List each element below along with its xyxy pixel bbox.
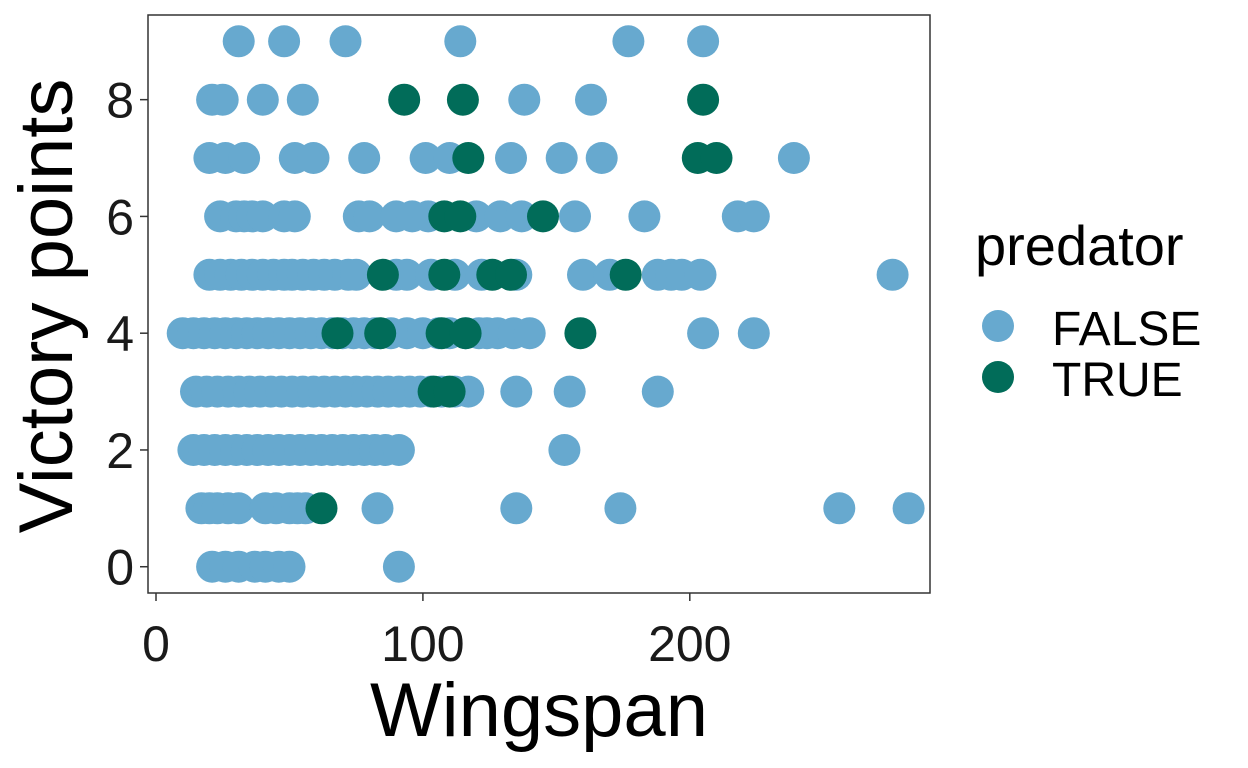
point-false bbox=[297, 142, 330, 174]
point-true bbox=[609, 258, 642, 291]
point-false bbox=[575, 83, 607, 116]
point-true bbox=[495, 258, 527, 291]
point-true bbox=[428, 258, 461, 291]
point-false bbox=[684, 258, 717, 291]
point-false bbox=[628, 200, 661, 233]
legend-key-false bbox=[982, 310, 1014, 342]
point-false bbox=[500, 375, 533, 408]
point-false bbox=[246, 83, 279, 116]
point-false bbox=[382, 550, 415, 583]
point-false bbox=[206, 83, 239, 116]
y-tick-label: 2 bbox=[106, 423, 134, 479]
point-false bbox=[513, 317, 546, 350]
point-false bbox=[268, 25, 301, 58]
x-tick-label: 0 bbox=[142, 616, 170, 672]
y-axis-title: Victory points bbox=[4, 79, 89, 534]
y-tick-label: 0 bbox=[106, 540, 134, 596]
legend-label-true: TRUE bbox=[1052, 354, 1183, 407]
point-false bbox=[612, 25, 645, 58]
x-axis: 0 100 200 bbox=[142, 593, 732, 672]
x-tick-label: 100 bbox=[381, 616, 464, 672]
point-false bbox=[495, 142, 527, 174]
point-false bbox=[737, 200, 770, 233]
point-false bbox=[585, 142, 618, 174]
point-false bbox=[286, 83, 319, 116]
y-tick-label: 8 bbox=[106, 73, 134, 129]
legend-title: predator bbox=[975, 214, 1184, 277]
point-false bbox=[508, 83, 541, 116]
point-false bbox=[545, 142, 578, 174]
y-axis: 0 2 4 6 8 bbox=[106, 73, 148, 596]
point-true bbox=[444, 200, 477, 233]
point-false bbox=[876, 258, 909, 291]
point-true bbox=[446, 83, 479, 116]
point-true bbox=[687, 83, 720, 116]
point-false bbox=[604, 492, 637, 525]
point-false bbox=[567, 258, 599, 291]
legend-key-true bbox=[982, 361, 1014, 393]
point-false bbox=[500, 492, 533, 525]
point-true bbox=[305, 492, 338, 525]
y-tick-label: 6 bbox=[106, 189, 134, 245]
point-false bbox=[553, 375, 586, 408]
point-false bbox=[348, 142, 381, 174]
point-true bbox=[388, 83, 421, 116]
point-false bbox=[353, 200, 386, 233]
point-false bbox=[444, 25, 477, 58]
point-false bbox=[273, 550, 306, 583]
point-true bbox=[449, 317, 482, 350]
point-false bbox=[228, 142, 261, 174]
point-false bbox=[687, 25, 720, 58]
point-false bbox=[559, 200, 591, 233]
point-true bbox=[364, 317, 397, 350]
point-true bbox=[433, 375, 466, 408]
point-true bbox=[527, 200, 559, 233]
point-false bbox=[548, 434, 581, 466]
point-false bbox=[278, 200, 311, 233]
point-true bbox=[425, 317, 458, 350]
point-false bbox=[823, 492, 856, 525]
point-false bbox=[222, 492, 255, 525]
legend: predator FALSE TRUE bbox=[975, 214, 1201, 407]
point-true bbox=[564, 317, 597, 350]
y-tick-label: 4 bbox=[106, 306, 134, 362]
point-false bbox=[390, 258, 423, 291]
x-axis-title: Wingspan bbox=[370, 668, 708, 753]
point-false bbox=[409, 142, 442, 174]
point-false bbox=[737, 317, 770, 350]
point-true bbox=[366, 258, 399, 291]
point-false bbox=[329, 25, 362, 58]
point-false bbox=[687, 317, 720, 350]
points-layer bbox=[166, 25, 925, 583]
point-false bbox=[777, 142, 810, 174]
x-tick-label: 200 bbox=[648, 616, 731, 672]
point-false bbox=[340, 258, 373, 291]
point-false bbox=[222, 25, 255, 58]
point-true bbox=[452, 142, 485, 174]
point-false bbox=[641, 375, 674, 408]
point-true bbox=[700, 142, 733, 174]
point-false bbox=[382, 434, 415, 466]
point-false bbox=[892, 492, 925, 525]
point-false bbox=[361, 492, 394, 525]
legend-label-false: FALSE bbox=[1052, 303, 1201, 356]
point-true bbox=[321, 317, 354, 350]
